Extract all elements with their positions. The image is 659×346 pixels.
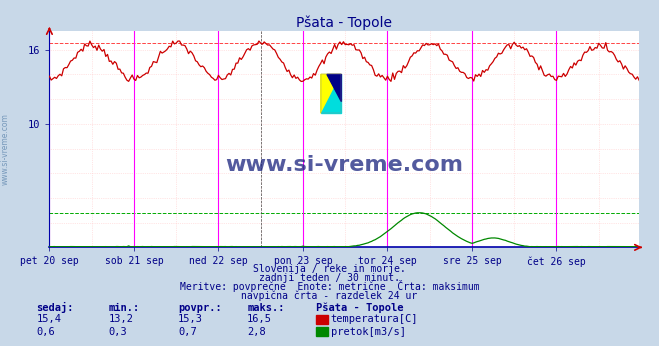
Text: Pšata - Topole: Pšata - Topole [316, 303, 404, 313]
Text: povpr.:: povpr.: [178, 303, 221, 313]
Text: 16,5: 16,5 [247, 315, 272, 325]
Text: www.si-vreme.com: www.si-vreme.com [225, 155, 463, 175]
Text: 0,6: 0,6 [36, 327, 55, 337]
Text: temperatura[C]: temperatura[C] [331, 315, 418, 325]
Text: 15,3: 15,3 [178, 315, 203, 325]
Text: 0,3: 0,3 [109, 327, 127, 337]
Text: min.:: min.: [109, 303, 140, 313]
Text: 0,7: 0,7 [178, 327, 196, 337]
Text: www.si-vreme.com: www.si-vreme.com [1, 113, 10, 185]
Text: pretok[m3/s]: pretok[m3/s] [331, 327, 406, 337]
Text: Meritve: povprečne  Enote: metrične  Črta: maksimum: Meritve: povprečne Enote: metrične Črta:… [180, 280, 479, 292]
Title: Pšata - Topole: Pšata - Topole [297, 16, 392, 30]
Text: Slovenija / reke in morje.: Slovenija / reke in morje. [253, 264, 406, 274]
Text: sedaj:: sedaj: [36, 302, 74, 313]
Polygon shape [327, 74, 341, 102]
Text: maks.:: maks.: [247, 303, 285, 313]
Text: navpična črta - razdelek 24 ur: navpična črta - razdelek 24 ur [241, 290, 418, 301]
Bar [321, 74, 341, 113]
Text: 15,4: 15,4 [36, 315, 61, 325]
Text: zadnji teden / 30 minut.: zadnji teden / 30 minut. [259, 273, 400, 283]
Text: 13,2: 13,2 [109, 315, 134, 325]
Polygon shape [321, 74, 341, 113]
Polygon shape [321, 74, 341, 113]
Text: 2,8: 2,8 [247, 327, 266, 337]
